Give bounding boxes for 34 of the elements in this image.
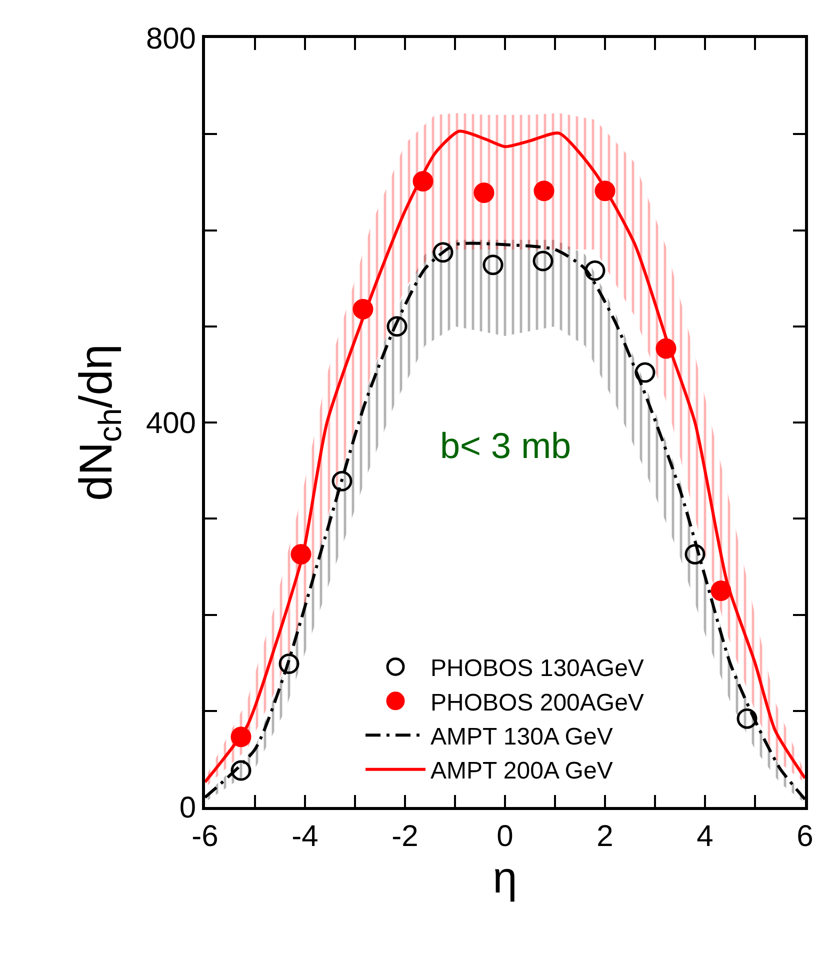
point bbox=[386, 316, 408, 337]
point bbox=[634, 362, 656, 383]
point bbox=[684, 544, 706, 564]
annotation: b< 3 mb bbox=[440, 425, 572, 466]
point bbox=[736, 708, 758, 729]
point bbox=[474, 182, 494, 203]
point bbox=[710, 580, 732, 601]
point bbox=[482, 254, 504, 276]
x-tick-label: 4 bbox=[696, 820, 714, 853]
x-axis-title: η bbox=[492, 853, 518, 902]
point bbox=[656, 338, 676, 359]
legend-label: PHOBOS 130AGeV bbox=[430, 655, 644, 682]
x-tick-label: 0 bbox=[496, 820, 514, 853]
point bbox=[532, 250, 554, 272]
legend-label: AMPT 200A GeV bbox=[430, 758, 613, 785]
legend-label: PHOBOS 200AGeV bbox=[430, 689, 644, 716]
point bbox=[230, 760, 252, 781]
point bbox=[584, 260, 606, 281]
x-tick-label: 2 bbox=[596, 820, 614, 853]
y-tick-label: 800 bbox=[146, 22, 196, 56]
point bbox=[594, 180, 616, 202]
x-tick-label: -2 bbox=[392, 820, 418, 853]
point bbox=[278, 654, 300, 674]
point bbox=[230, 726, 252, 748]
point bbox=[412, 170, 434, 192]
legend-label: AMPT 130A GeV bbox=[430, 723, 613, 750]
x-tick-label: -4 bbox=[292, 820, 318, 853]
point bbox=[332, 470, 352, 492]
point bbox=[290, 544, 312, 564]
point bbox=[432, 242, 454, 263]
x-tick-label: 6 bbox=[796, 820, 814, 853]
y-tick-label: 400 bbox=[146, 407, 196, 440]
point bbox=[352, 298, 374, 320]
point bbox=[534, 180, 554, 202]
